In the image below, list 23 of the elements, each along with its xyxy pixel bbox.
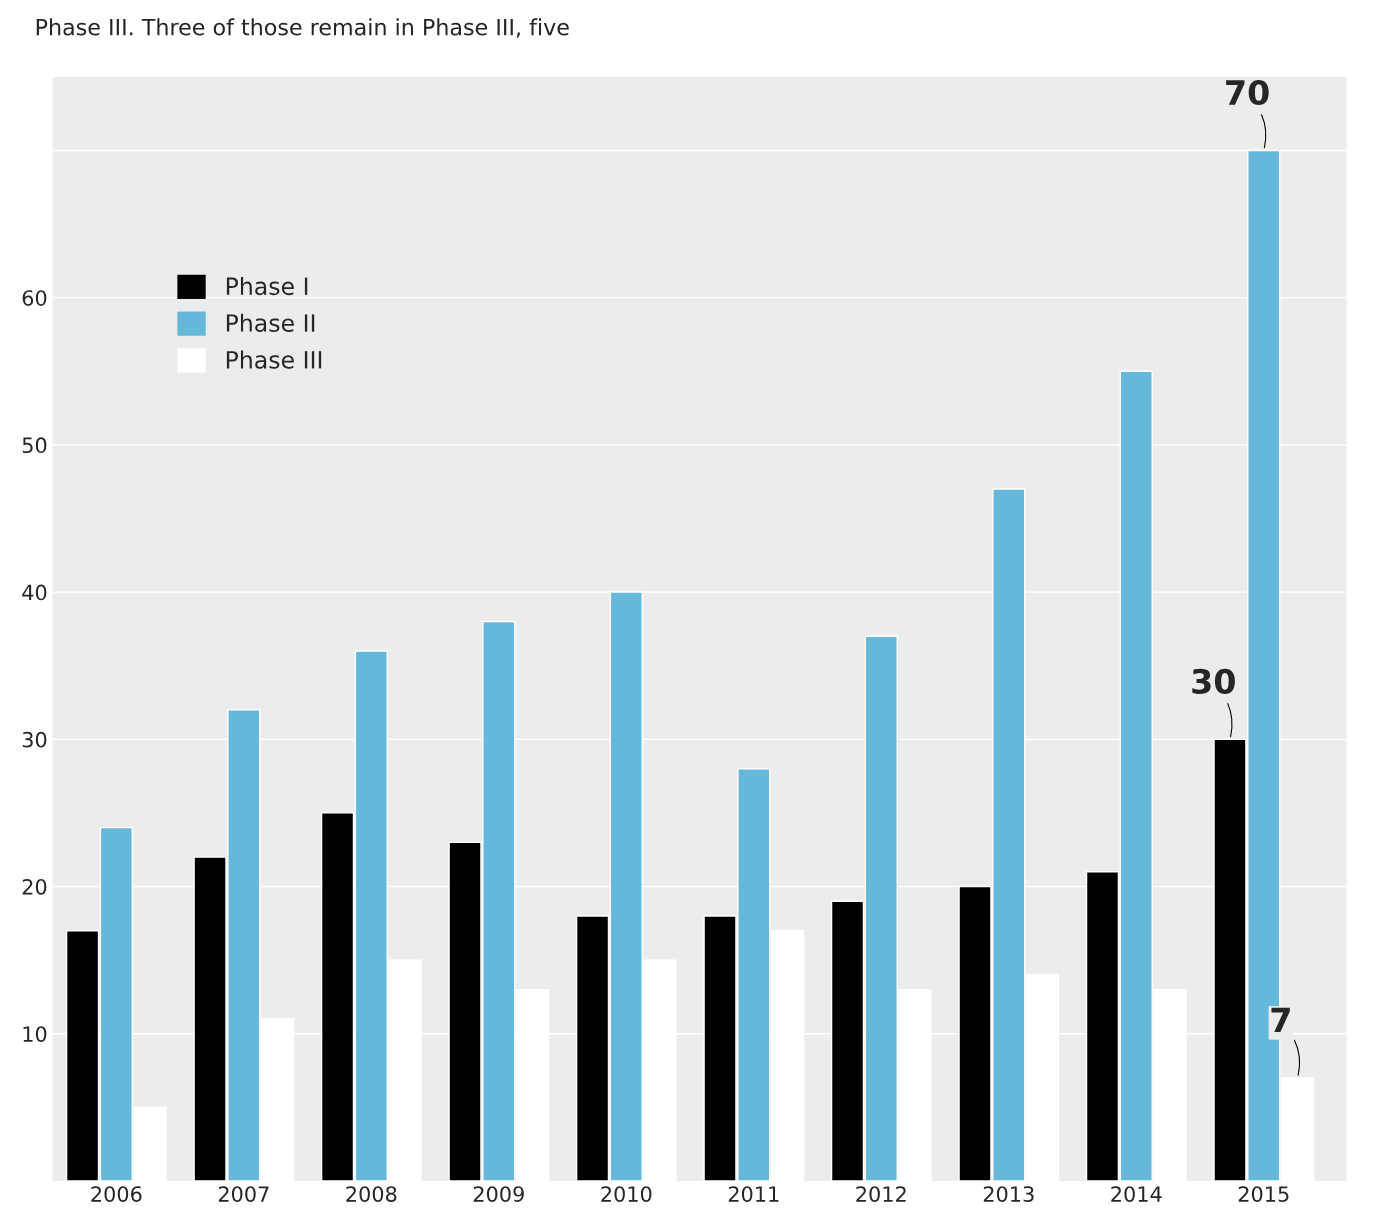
x-tick-label: 2013: [983, 1186, 1034, 1202]
data-label: 30: [1192, 668, 1235, 694]
text: Phase III. Three of those remain in Phase III, five: [36, 18, 569, 38]
x-tick-label: 2014: [1111, 1186, 1162, 1202]
x-tick-label: 2009: [473, 1186, 524, 1202]
legend-label: Phase III: [226, 350, 322, 369]
y-tick-label: 50: [22, 437, 47, 454]
data-label: 70: [1226, 79, 1269, 106]
y-tick-label: 60: [22, 290, 47, 306]
x-tick-label: 2012: [856, 1186, 906, 1202]
x-tick-label: 2008: [346, 1186, 397, 1202]
y-tick-label: 20: [22, 878, 47, 895]
x-tick-label: 2006: [91, 1186, 142, 1202]
legend-label: Phase II: [226, 313, 315, 332]
x-tick-label: 2007: [218, 1186, 269, 1202]
y-tick-label: 10: [23, 1026, 47, 1042]
x-tick-label: 2015: [1238, 1186, 1289, 1202]
x-tick-label: 2011: [728, 1186, 779, 1202]
y-tick-label: 30: [22, 731, 47, 748]
y-tick-label: 40: [22, 584, 47, 601]
data-label: 7: [1271, 1007, 1290, 1033]
x-tick-label: 2010: [601, 1186, 652, 1202]
legend-label: Phase I: [226, 276, 308, 296]
